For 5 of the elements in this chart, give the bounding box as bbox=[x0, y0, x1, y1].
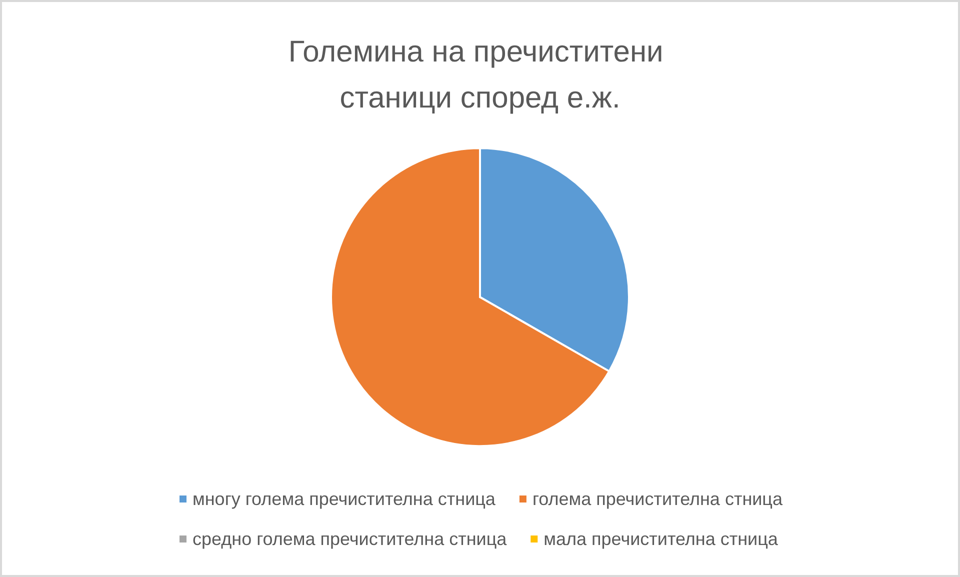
legend-label: многу голема пречистителна стница bbox=[192, 489, 496, 509]
chart-title: Големина на пречиститени станици според е.ж. bbox=[288, 36, 672, 114]
legend-label: голема пречистителна стница bbox=[532, 489, 784, 509]
legend-label: средно голема пречистителна стница bbox=[192, 529, 508, 549]
legend-label: мала пречистителна стница bbox=[544, 529, 779, 549]
